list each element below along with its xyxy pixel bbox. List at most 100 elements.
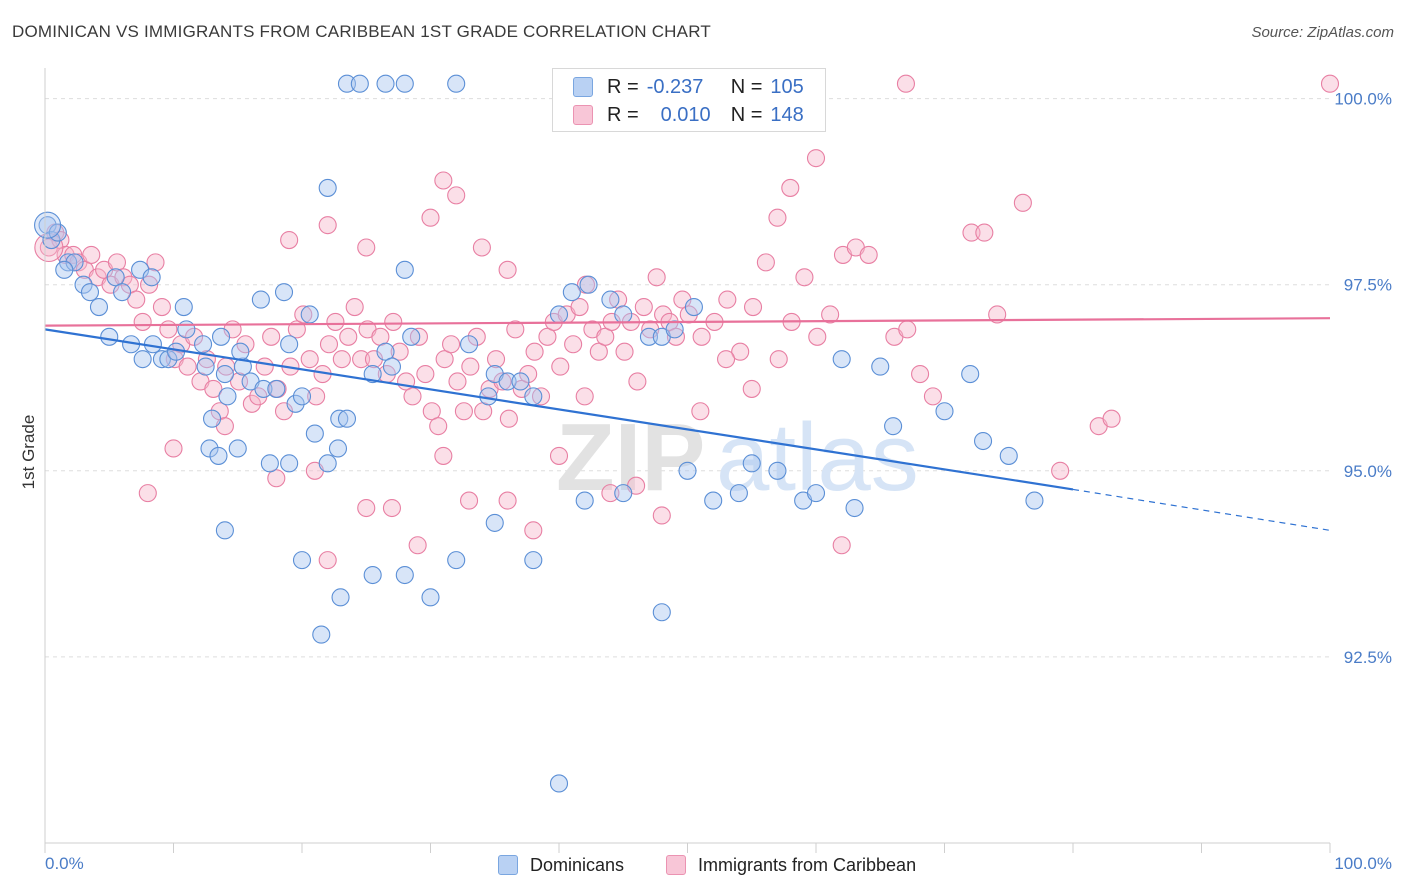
dominicans-point [884, 417, 903, 436]
legend-r-label: R = [607, 103, 639, 126]
immigrants-point [294, 305, 313, 324]
dominicans-point [806, 484, 826, 503]
dominicans-point [218, 387, 237, 406]
dominicans-point [251, 290, 270, 309]
immigrants-point [159, 320, 178, 339]
immigrants-point [472, 238, 491, 257]
dominicans-point [113, 283, 132, 302]
immigrants-point [988, 305, 1007, 324]
dominicans-point [511, 372, 530, 391]
dominicans-point [459, 335, 479, 354]
immigrants-point [442, 335, 461, 354]
y-axis-label: 1st Grade [19, 415, 38, 490]
dominicans-point [80, 283, 100, 302]
dominicans-point [286, 394, 305, 413]
immigrants-point [204, 379, 223, 398]
immigrants-point [318, 216, 337, 235]
dominicans-point [331, 588, 350, 607]
dominicans-point [196, 357, 215, 376]
immigrants-point [1051, 461, 1070, 480]
immigrants-point [267, 469, 286, 488]
dominicans-point [337, 409, 357, 428]
series-dominicans-points [34, 74, 1044, 793]
immigrants-point [769, 350, 788, 369]
dominicans-point [106, 268, 125, 287]
immigrants-point [300, 350, 319, 369]
immigrants-point [434, 171, 453, 190]
axis-layer: 0.0% 100.0% [44, 68, 1392, 873]
dominicans-point [337, 74, 357, 93]
legend-row-dominicans: R = -0.237 N = 105 [573, 73, 804, 101]
immigrants-point [531, 387, 551, 406]
immigrants-point [808, 327, 827, 346]
dominicans-point [312, 625, 331, 644]
dominicans-point [318, 454, 337, 473]
dominicans-point [260, 454, 279, 473]
immigrants-point [628, 372, 647, 391]
immigrants-point [634, 297, 653, 317]
immigrants-point [357, 238, 376, 257]
bottom-legend-immigrants: Immigrants from Caribbean [666, 851, 916, 879]
dominicans-point [292, 387, 312, 406]
immigrants-point [493, 372, 512, 391]
immigrants-point [486, 350, 506, 369]
immigrants-point [408, 536, 427, 555]
immigrants-point [448, 372, 467, 391]
immigrants-point [832, 536, 851, 555]
immigrants-point [461, 357, 480, 376]
dominicans-point [395, 260, 414, 279]
legend-r-value: 0.010 [660, 103, 711, 126]
bottom-legend-dominicans: Dominicans [498, 851, 624, 879]
immigrants-point [498, 260, 517, 279]
dominicans-point [280, 454, 299, 473]
dominicans-point [601, 290, 620, 309]
dominicans-point [549, 774, 569, 793]
dominicans-point [228, 439, 247, 458]
dominicans-trend-extension [1072, 488, 1331, 531]
legend-n-value: 148 [770, 103, 804, 126]
dominicans-point [871, 357, 890, 376]
legend-r-label: R = [607, 75, 639, 98]
y-tick-label: 100.0% [1334, 90, 1392, 109]
y-tick-label: 95.0% [1344, 462, 1392, 481]
dominicans-point [447, 551, 466, 570]
dominicans-point [395, 74, 414, 93]
immigrants-point [467, 327, 486, 346]
dominicans-point [1025, 491, 1044, 510]
immigrants-point [262, 327, 281, 346]
dominicans-point [280, 335, 299, 354]
legend-r-value: -0.237 [646, 75, 704, 98]
immigrants-point [422, 402, 441, 421]
legend-row-immigrants: R = 0.010 N = 148 [573, 101, 804, 129]
dominicans-point [231, 342, 250, 361]
dominicans-point [376, 342, 395, 361]
chart-title: DOMINICAN VS IMMIGRANTS FROM CARIBBEAN 1… [12, 22, 711, 41]
immigrants-point [538, 327, 557, 346]
dominicans-point [292, 551, 312, 570]
immigrants-point [647, 268, 666, 287]
legend-box: R = -0.237 N = 105 R = 0.010 N = 148 [552, 68, 826, 132]
immigrants-point [390, 342, 409, 361]
immigrants-point [821, 305, 840, 324]
watermark: ZIP atlas [556, 404, 919, 511]
immigrants-point [82, 245, 101, 264]
immigrants-point [911, 364, 930, 384]
immigrants-point [421, 208, 440, 227]
immigrants-point [339, 327, 358, 346]
dominicans-point [233, 357, 252, 376]
dominicans-point [363, 364, 382, 384]
dominicans-point [100, 327, 119, 346]
dominicans-point [382, 357, 402, 376]
legend-n-label: N = [730, 75, 763, 98]
immigrants-point [524, 521, 543, 540]
immigrants-point [756, 253, 775, 272]
immigrants-point [114, 268, 133, 287]
dominicans-trend-line [44, 328, 1074, 491]
y-tick-label: 97.5% [1344, 276, 1392, 295]
immigrants-point [152, 297, 171, 317]
dominicans-point [203, 409, 222, 428]
immigrants-point [519, 364, 538, 384]
dominicans-point [305, 424, 324, 443]
immigrants-point [242, 394, 261, 413]
